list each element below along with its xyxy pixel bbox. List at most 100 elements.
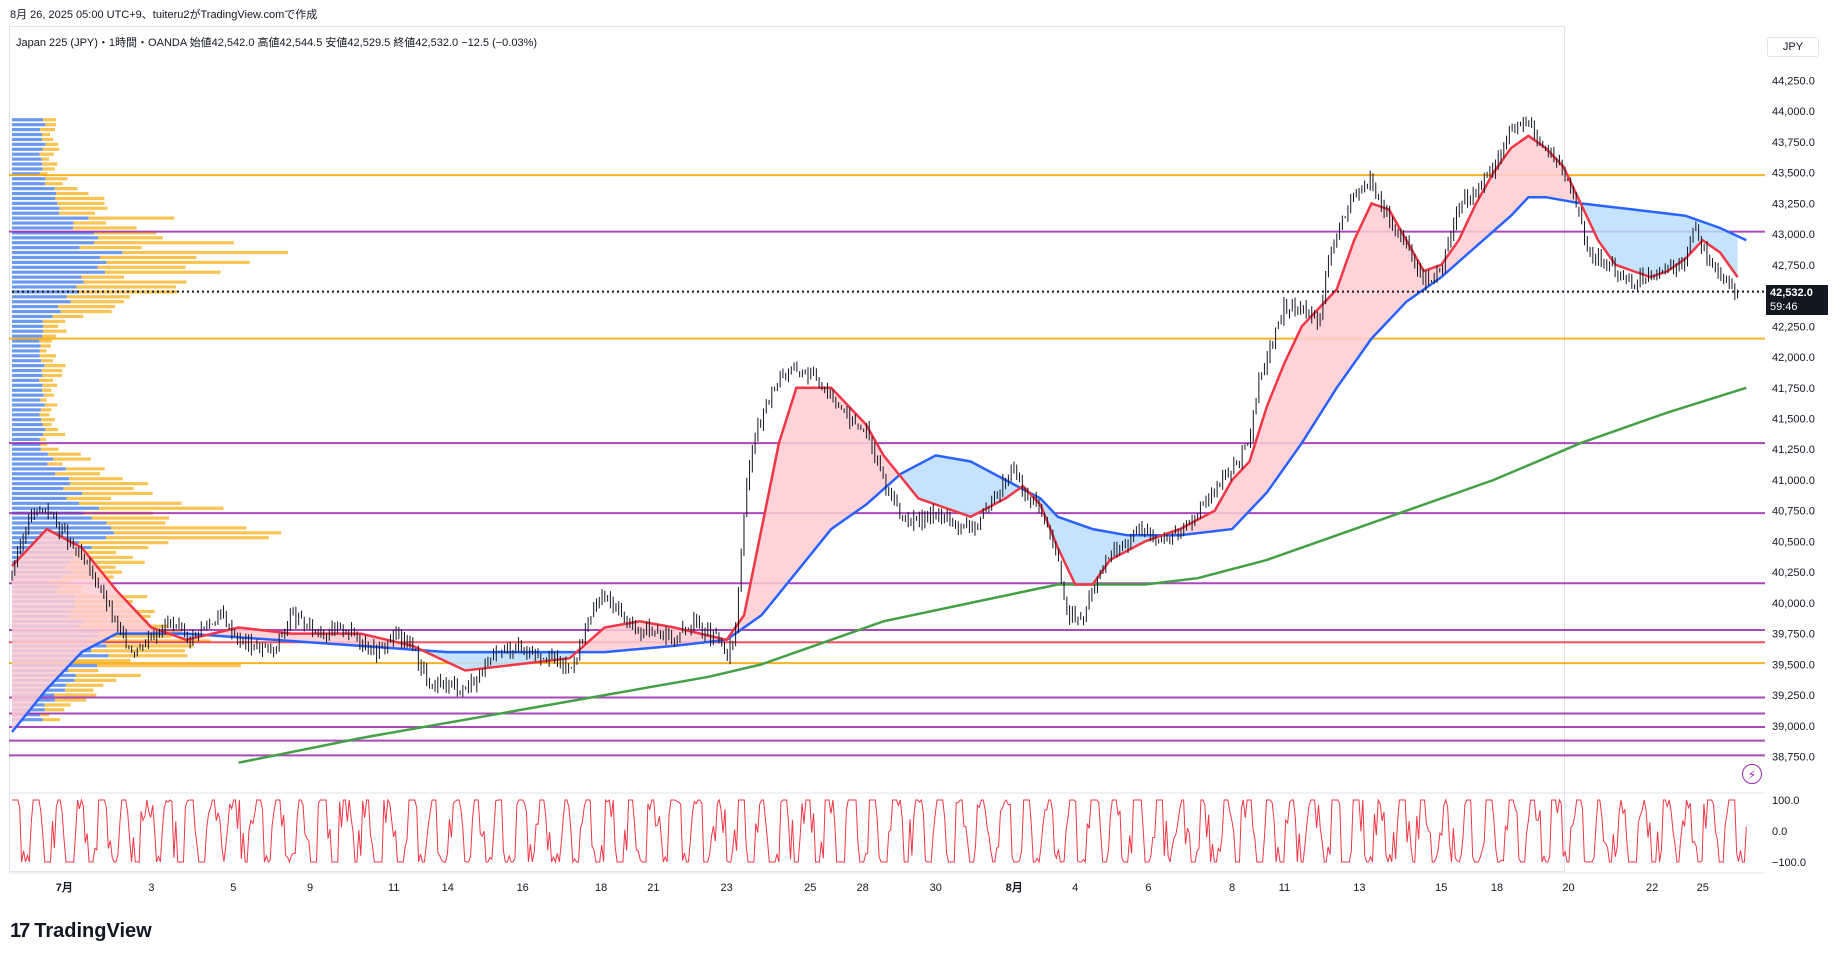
vp-bar-sell	[56, 191, 89, 196]
vp-bar-sell	[39, 354, 56, 358]
vp-bar-sell	[43, 432, 66, 437]
vp-bar-sell	[43, 118, 56, 122]
vp-bar-buy	[12, 368, 42, 373]
ema-fast-line	[11, 134, 1739, 672]
vp-bar-buy	[12, 191, 57, 196]
vp-bar-sell	[71, 550, 116, 555]
vp-bar-buy	[12, 482, 70, 486]
alert-bolt-icon[interactable]: ⚡	[1742, 764, 1762, 784]
vp-bar-sell	[55, 472, 101, 476]
price-tick: 43,250.0	[1772, 198, 1815, 210]
vp-bar-sell	[54, 693, 97, 697]
bear-cloud	[426, 650, 578, 671]
vp-bar-sell	[45, 177, 68, 181]
vp-bar-buy	[12, 305, 59, 309]
vp-bar-sell	[73, 226, 137, 230]
vp-bar-buy	[12, 467, 66, 471]
currency-selector[interactable]: JPY	[1767, 37, 1819, 57]
price-tick: 41,750.0	[1772, 383, 1815, 395]
price-tick: 42,000.0	[1772, 352, 1815, 364]
last-price-value: 42,532.0	[1770, 286, 1813, 299]
vp-bar-sell	[52, 314, 84, 319]
vp-bar-buy	[12, 132, 43, 137]
vp-bar-sell	[39, 152, 54, 156]
vp-bar-buy	[12, 270, 106, 274]
vp-bar-sell	[39, 339, 52, 343]
vp-bar-buy	[12, 260, 107, 264]
vp-bar-buy	[12, 246, 80, 250]
vp-bar-sell	[98, 634, 172, 638]
vp-bar-sell	[42, 167, 55, 171]
vp-bar-buy	[12, 187, 55, 191]
vp-bar-sell	[97, 236, 163, 240]
vp-bar-buy	[12, 344, 41, 348]
vp-bar-buy	[12, 413, 40, 417]
price-tick: 40,500.0	[1772, 536, 1815, 548]
bull-cloud	[12, 529, 172, 732]
vp-bar-sell	[65, 683, 104, 687]
time-tick: 3	[148, 882, 154, 894]
vp-bar-sell	[40, 713, 49, 717]
vp-bar-sell	[113, 531, 282, 535]
vp-bar-sell	[60, 309, 112, 314]
price-tick: 39,000.0	[1772, 721, 1815, 733]
vp-bar-sell	[111, 526, 247, 530]
legend-symbol: Japan 225 (JPY)・1時間・OANDA	[16, 37, 187, 49]
vp-bar-buy	[12, 354, 40, 358]
vp-bar-buy	[12, 462, 48, 466]
ema-fast-path	[11, 134, 1739, 672]
vp-bar-buy	[12, 137, 43, 142]
vp-bar-buy	[12, 118, 44, 122]
vp-bar-buy	[12, 452, 48, 456]
time-tick: 15	[1435, 882, 1447, 894]
time-tick: 14	[442, 882, 454, 894]
vp-bar-sell	[44, 403, 58, 407]
vp-bar-sell	[66, 295, 130, 299]
price-tick: 39,500.0	[1772, 659, 1815, 671]
vp-bar-sell	[91, 649, 185, 653]
vp-bar-sell	[47, 452, 81, 456]
price-tick: 38,750.0	[1772, 752, 1815, 764]
vp-bar-sell	[45, 142, 59, 146]
vp-bar-buy	[12, 383, 43, 387]
vp-bar-sell	[65, 467, 105, 471]
vp-bar-sell	[42, 373, 62, 378]
vp-bar-buy	[12, 437, 40, 441]
vp-bar-sell	[42, 132, 50, 137]
vp-bar-buy	[12, 167, 43, 171]
vp-bar-sell	[42, 383, 58, 387]
vp-bar-sell	[54, 698, 87, 702]
vp-bar-sell	[69, 560, 145, 564]
vp-bar-sell	[59, 206, 108, 210]
vp-bar-buy	[12, 221, 74, 225]
time-tick: 4	[1072, 882, 1078, 894]
vp-bar-sell	[106, 521, 166, 525]
vp-bar-sell	[41, 157, 50, 161]
time-tick: 25	[1697, 882, 1709, 894]
vp-bar-buy	[12, 432, 44, 437]
price-tick: 43,500.0	[1772, 168, 1815, 180]
time-tick: 16	[517, 882, 529, 894]
legend-close: 終値42,532.0	[393, 37, 459, 49]
time-tick: 25	[804, 882, 816, 894]
vp-bar-buy	[12, 123, 46, 127]
vp-bar-sell	[44, 364, 66, 368]
time-tick: 8月	[1006, 881, 1023, 894]
vp-bar-buy	[12, 226, 74, 230]
vp-bar-buy	[12, 250, 123, 255]
vp-bar-sell	[42, 718, 60, 722]
vp-bar-buy	[12, 177, 46, 181]
vp-bar-sell	[78, 501, 182, 505]
price-tick: 44,250.0	[1772, 75, 1815, 87]
symbol-legend[interactable]: Japan 225 (JPY)・1時間・OANDA 始値42,542.0 高値4…	[16, 34, 537, 50]
vp-bar-sell	[44, 703, 71, 707]
vp-bar-sell	[73, 555, 133, 560]
vp-bar-buy	[12, 388, 43, 392]
tradingview-logo[interactable]: 17 TradingView	[10, 920, 152, 943]
vp-bar-sell	[41, 359, 53, 363]
vp-bar-buy	[12, 501, 79, 505]
time-tick: 22	[1646, 882, 1658, 894]
vp-bar-sell	[42, 319, 66, 323]
vp-bar-sell	[58, 211, 95, 215]
